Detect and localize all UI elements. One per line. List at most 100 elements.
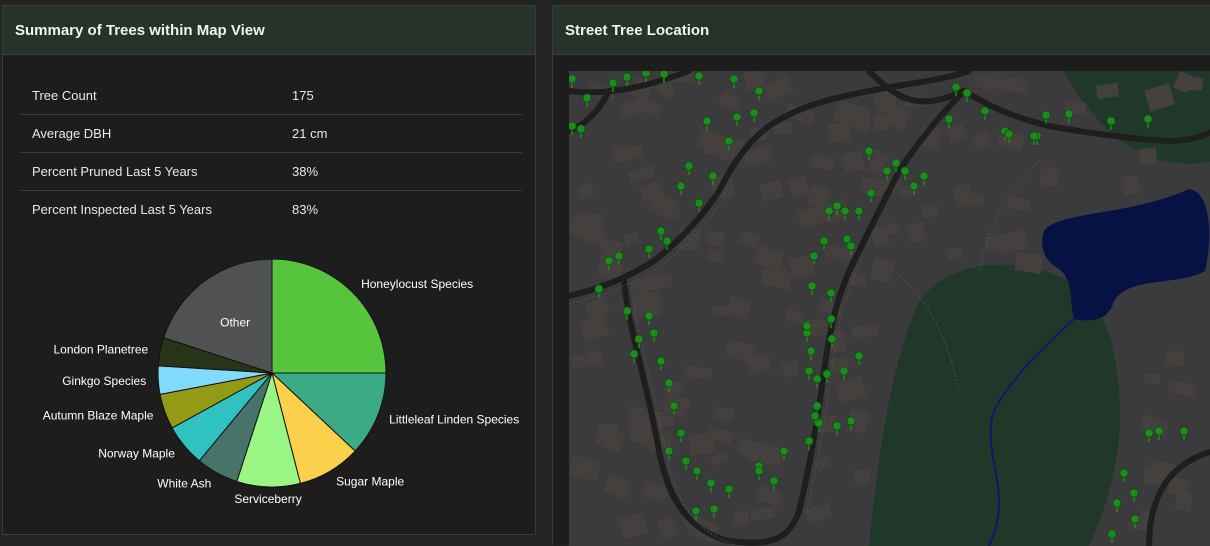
map-canvas[interactable] [569,71,1210,546]
tree-marker[interactable] [846,241,856,255]
pie-slice-honeylocust-species[interactable] [271,258,387,374]
building-footprint [761,268,789,286]
tree-marker[interactable] [810,411,820,425]
tree-marker[interactable] [692,466,702,480]
tree-marker[interactable] [1130,514,1140,528]
tree-marker[interactable] [832,201,842,215]
tree-marker[interactable] [802,321,812,335]
tree-marker[interactable] [634,334,644,348]
tree-marker[interactable] [1144,428,1154,442]
tree-marker[interactable] [944,114,954,128]
tree-marker[interactable] [582,93,592,107]
tree-marker[interactable] [644,311,654,325]
tree-marker[interactable] [669,401,679,415]
tree-marker[interactable] [864,146,874,160]
tree-marker[interactable] [1119,468,1129,482]
tree-marker[interactable] [951,82,961,96]
tree-marker[interactable] [1179,426,1189,440]
tree-marker[interactable] [608,78,618,92]
tree-marker[interactable] [827,334,837,348]
tree-marker[interactable] [1129,488,1139,502]
tree-marker[interactable] [826,314,836,328]
tree-marker[interactable] [819,236,829,250]
tree-marker[interactable] [649,328,659,342]
tree-marker[interactable] [769,476,779,490]
tree-marker[interactable] [826,288,836,302]
tree-marker[interactable] [840,206,850,220]
tree-marker[interactable] [569,74,577,88]
tree-marker[interactable] [576,124,586,138]
tree-marker[interactable] [694,198,704,212]
tree-marker[interactable] [812,374,822,388]
tree-marker[interactable] [824,206,834,220]
tree-marker[interactable] [1029,131,1039,145]
tree-marker[interactable] [804,366,814,380]
tree-marker[interactable] [822,369,832,383]
tree-marker[interactable] [702,116,712,130]
tree-marker[interactable] [708,171,718,185]
tree-marker[interactable] [882,166,892,180]
street-tree-map[interactable] [569,71,1210,546]
tree-marker[interactable] [664,446,674,460]
tree-marker[interactable] [664,378,674,392]
pie-slice-littleleaf-linden-species[interactable] [270,372,387,452]
tree-marker[interactable] [891,158,901,172]
tree-marker[interactable] [900,166,910,180]
tree-marker[interactable] [839,366,849,380]
tree-marker[interactable] [1107,529,1117,543]
tree-marker[interactable] [724,136,734,150]
tree-marker[interactable] [806,346,816,360]
tree-marker[interactable] [919,171,929,185]
tree-marker[interactable] [629,349,639,363]
tree-marker[interactable] [754,466,764,480]
tree-marker[interactable] [684,161,694,175]
building-footprint [847,271,868,288]
pie-slice-other[interactable] [162,258,273,374]
tree-marker[interactable] [1143,114,1153,128]
tree-marker[interactable] [1154,426,1164,440]
tree-marker[interactable] [569,121,577,135]
tree-marker[interactable] [846,416,856,430]
tree-marker[interactable] [724,484,734,498]
tree-marker[interactable] [754,86,764,100]
building-footprint [747,354,772,374]
building-footprint [743,71,767,92]
tree-marker[interactable] [644,244,654,258]
tree-marker[interactable] [962,88,972,102]
tree-marker[interactable] [659,71,669,83]
tree-marker[interactable] [729,74,739,88]
tree-marker[interactable] [641,71,651,82]
tree-marker[interactable] [656,226,666,240]
tree-marker[interactable] [804,436,814,450]
tree-marker[interactable] [622,72,632,86]
tree-marker[interactable] [614,251,624,265]
tree-marker[interactable] [1004,129,1014,143]
tree-marker[interactable] [779,446,789,460]
tree-marker[interactable] [681,456,691,470]
tree-marker[interactable] [909,181,919,195]
tree-marker[interactable] [706,478,716,492]
tree-marker[interactable] [1106,116,1116,130]
tree-marker[interactable] [854,206,864,220]
tree-marker[interactable] [662,236,672,250]
tree-marker[interactable] [694,71,704,85]
tree-marker[interactable] [749,108,759,122]
tree-marker[interactable] [854,351,864,365]
tree-marker[interactable] [691,506,701,520]
tree-marker[interactable] [832,421,842,435]
tree-marker[interactable] [604,256,614,270]
tree-marker[interactable] [732,112,742,126]
tree-marker[interactable] [709,504,719,518]
tree-marker[interactable] [656,356,666,370]
tree-marker[interactable] [980,106,990,120]
tree-marker[interactable] [676,181,686,195]
tree-marker[interactable] [866,188,876,202]
tree-marker[interactable] [594,284,604,298]
tree-marker[interactable] [809,251,819,265]
tree-marker[interactable] [1112,498,1122,512]
tree-marker[interactable] [622,306,632,320]
tree-marker[interactable] [676,428,686,442]
tree-marker[interactable] [1041,110,1051,124]
tree-marker[interactable] [807,281,817,295]
tree-marker[interactable] [1064,109,1074,123]
